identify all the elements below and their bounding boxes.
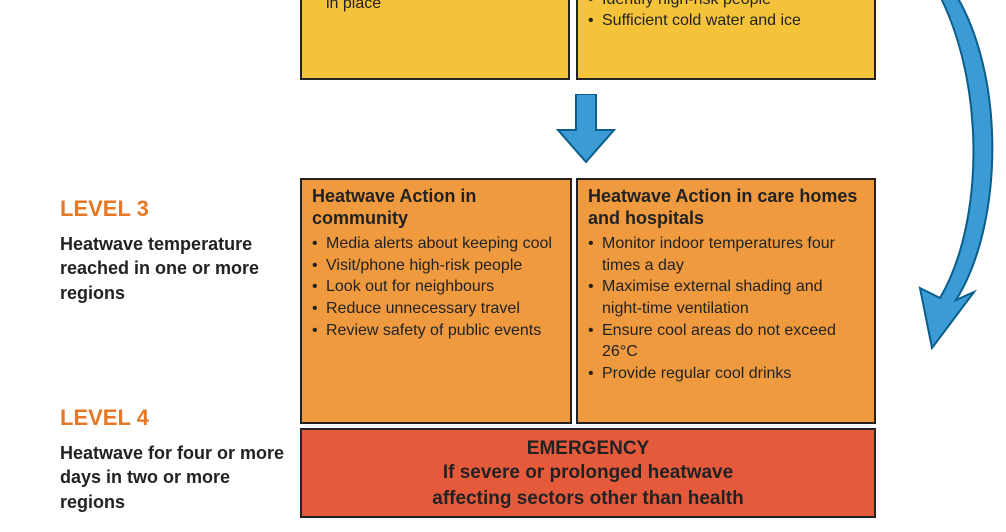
list-item: Provide regular cool drinks bbox=[588, 363, 864, 385]
list-item: Reduce unnecessary travel bbox=[312, 298, 560, 320]
list-item: Sufficient cold water and ice bbox=[588, 10, 864, 32]
arrow-down-icon bbox=[556, 94, 616, 164]
curved-arrow-icon bbox=[886, 0, 1006, 360]
level4-description: Heatwave for four or more days in two or… bbox=[60, 441, 285, 514]
level3-heading: LEVEL 3 bbox=[60, 196, 285, 222]
level3-care-title: Heatwave Action in care homes and hospit… bbox=[588, 186, 864, 229]
list-item: Check high-risk people have visitor/phon… bbox=[312, 0, 558, 15]
list-item: Maximise external shading and night-time… bbox=[588, 276, 864, 319]
emergency-title: EMERGENCY bbox=[332, 438, 844, 460]
level2-care-box: x four times a day Prepare cool areas En… bbox=[576, 0, 876, 80]
list-item: Review safety of public events bbox=[312, 320, 560, 342]
level4-heading: LEVEL 4 bbox=[60, 405, 285, 431]
level3-care-box: Heatwave Action in care homes and hospit… bbox=[576, 178, 876, 424]
level2-community-box: Check high-risk people have visitor/phon… bbox=[300, 0, 570, 80]
level3-community-title: Heatwave Action in community bbox=[312, 186, 560, 229]
list-item: Look out for neighbours bbox=[312, 276, 560, 298]
list-item: Media alerts about keeping cool bbox=[312, 233, 560, 255]
list-item: Identify high-risk people bbox=[588, 0, 864, 10]
list-item: Monitor indoor temperatures four times a… bbox=[588, 233, 864, 276]
level3-community-box: Heatwave Action in community Media alert… bbox=[300, 178, 572, 424]
level3-label-block: LEVEL 3 Heatwave temperature reached in … bbox=[60, 196, 285, 305]
emergency-line1: If severe or prolonged heatwave bbox=[332, 460, 844, 486]
level3-community-bullets: Media alerts about keeping cool Visit/ph… bbox=[312, 233, 560, 341]
emergency-line2: affecting sectors other than health bbox=[332, 486, 844, 512]
list-item: Visit/phone high-risk people bbox=[312, 255, 560, 277]
level4-label-block: LEVEL 4 Heatwave for four or more days i… bbox=[60, 405, 285, 514]
level2-community-bullets: Check high-risk people have visitor/phon… bbox=[312, 0, 558, 15]
level3-care-bullets: Monitor indoor temperatures four times a… bbox=[588, 233, 864, 384]
level3-description: Heatwave temperature reached in one or m… bbox=[60, 232, 285, 305]
list-item: Ensure cool areas do not exceed 26°C bbox=[588, 320, 864, 363]
emergency-box: EMERGENCY If severe or prolonged heatwav… bbox=[300, 428, 876, 518]
level2-care-bullets: x four times a day Prepare cool areas En… bbox=[588, 0, 864, 32]
